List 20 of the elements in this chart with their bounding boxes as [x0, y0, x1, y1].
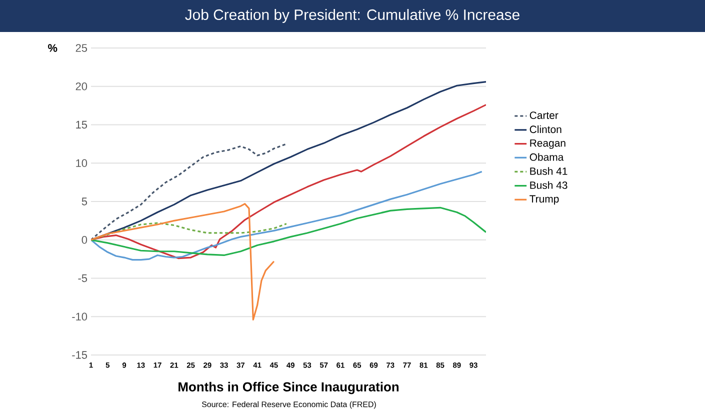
y-tick-label: 15 [76, 120, 88, 129]
x-axis-title: Months in Office Since Inauguration [178, 382, 399, 394]
legend-label: Carter [530, 112, 558, 120]
legend-label: Bush 41 [530, 167, 568, 175]
y-tick-label: 20 [76, 82, 88, 90]
y-tick-label: 25 [76, 44, 88, 52]
y-axis-title: % [48, 44, 58, 52]
line-series [91, 143, 288, 241]
legend-label: Trump [530, 195, 559, 205]
y-tick-label: -10 [72, 312, 88, 321]
y-tick-label: 0 [82, 236, 88, 244]
y-tick-label: 5 [82, 198, 88, 206]
y-tick-label: 10 [76, 159, 88, 168]
chart-title: Job Creation by President: Cumulative % Increase [185, 9, 520, 23]
legend-label: Clinton [530, 125, 562, 134]
y-tick-label: -15 [72, 351, 88, 359]
legend-label: Obama [530, 153, 564, 161]
legend-label: Bush 43 [530, 181, 568, 189]
legend-label: Reagan [530, 139, 566, 149]
y-tick-label: -5 [78, 274, 88, 282]
